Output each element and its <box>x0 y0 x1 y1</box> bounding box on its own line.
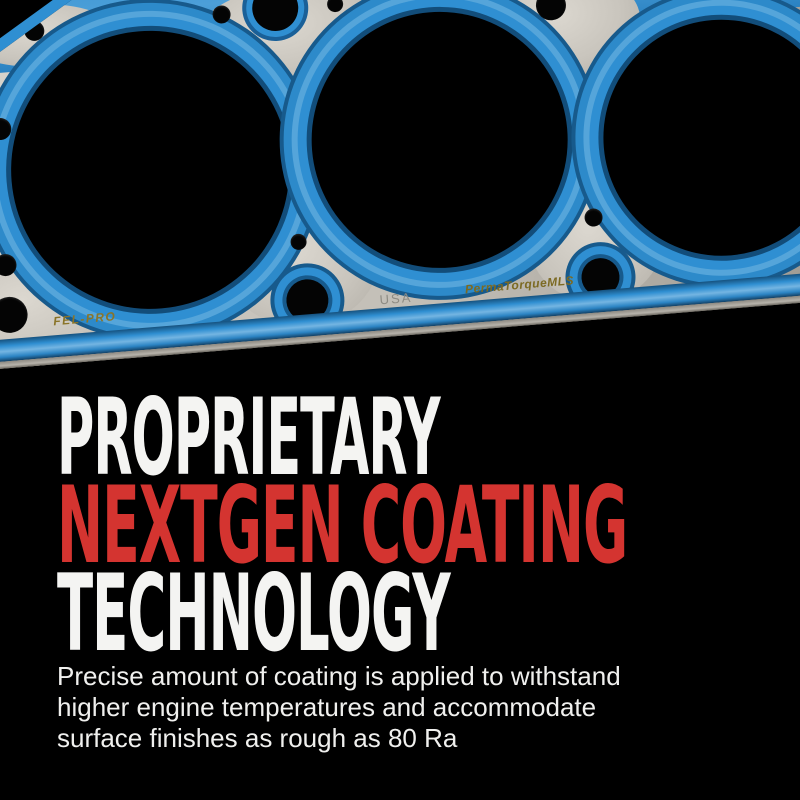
headline-line-3: TECHNOLOGY <box>57 552 451 675</box>
origin-stamp-text: USA <box>378 289 413 308</box>
headline-line-1: PROPRIETARY <box>57 376 441 499</box>
body-copy-line: surface finishes as rough as 80 Ra <box>57 723 458 753</box>
body-copy-line: higher engine temperatures and accommoda… <box>57 692 597 722</box>
headline: PROPRIETARY NEXTGEN COATING TECHNOLOGY <box>57 376 800 675</box>
head-gasket-photo: FEL-PRO USA PermaTorqueMLS <box>0 0 800 380</box>
headline-line-2: NEXTGEN COATING <box>57 464 628 587</box>
body-copy-line: Precise amount of coating is applied to … <box>57 661 621 691</box>
gasket-plate: FEL-PRO USA PermaTorqueMLS <box>0 0 800 380</box>
body-copy: Precise amount of coating is applied to … <box>57 661 621 754</box>
